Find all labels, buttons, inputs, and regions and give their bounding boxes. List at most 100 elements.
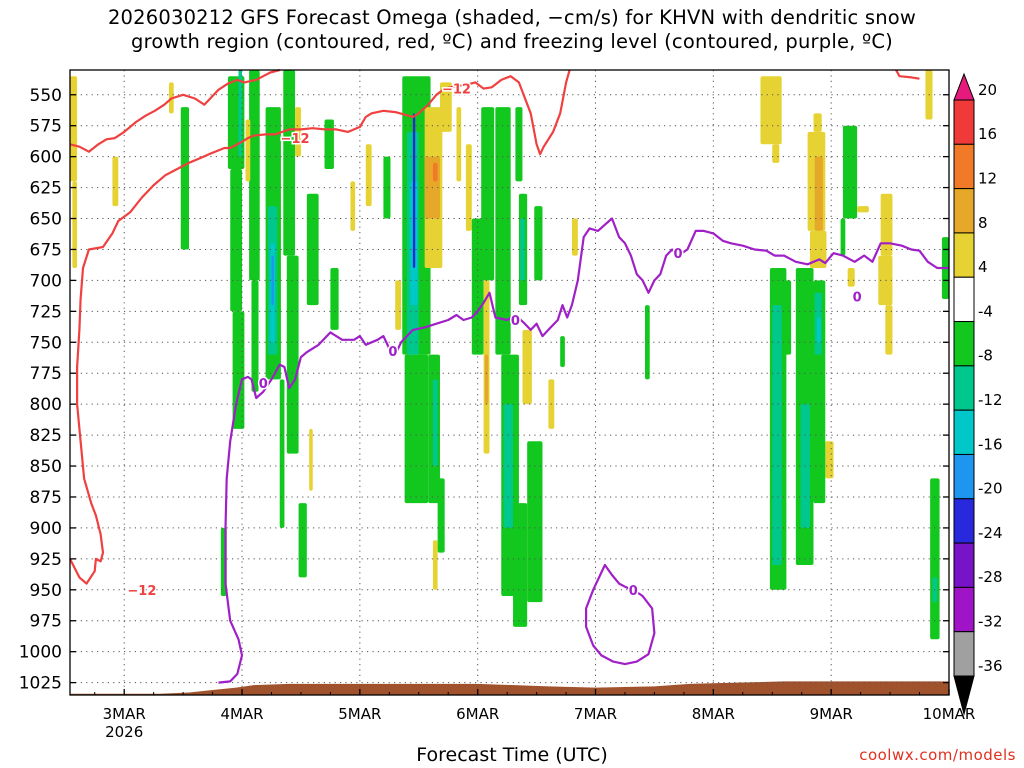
- omega-cell-8: [238, 70, 243, 157]
- omega-cell-56: [520, 218, 525, 281]
- contour--12-label-1: −12: [281, 132, 310, 147]
- colorbar-label-6: -8: [978, 347, 993, 365]
- colorbar-bin-1: [953, 99, 975, 145]
- y-tick-label-900: 900: [30, 519, 62, 539]
- y-tick-label-750: 750: [30, 333, 62, 353]
- omega-cell-71: [857, 206, 869, 213]
- omega-cell-58: [522, 329, 532, 405]
- colorbar-bin-2: [953, 143, 975, 190]
- omega-cell-1: [72, 181, 78, 269]
- omega-cell-76: [825, 441, 834, 479]
- y-tick-label-775: 775: [30, 364, 62, 384]
- omega-cell-72: [880, 193, 893, 256]
- colorbar-bin-13: [953, 631, 975, 677]
- omega-cell-20: [324, 119, 334, 170]
- omega-cell-42: [456, 107, 462, 182]
- colorbar-bin-4: [953, 232, 975, 278]
- colorbar-label-2: 12: [978, 169, 997, 187]
- omega-cell-43: [465, 144, 472, 231]
- x-tick-label-10: 10MAR: [923, 705, 976, 723]
- x-tick-label-7: 7MAR: [574, 705, 617, 723]
- omega-cell-3: [112, 156, 119, 207]
- y-tick-label-1025: 1025: [19, 674, 62, 694]
- omega-cell-57: [534, 206, 543, 281]
- chart-title: 2026030212 GFS Forecast Omega (shaded, −…: [0, 6, 1024, 54]
- contour--12-line-1: [69, 69, 571, 585]
- contour-0-label-5: 0: [629, 584, 638, 599]
- contours: −12 −12 −12 0 0 0 0 0 0: [69, 68, 949, 684]
- omega-cell-19: [306, 193, 319, 306]
- omega-cell-23: [350, 181, 356, 231]
- y-tick-label-700: 700: [30, 271, 62, 291]
- colorbar-label-1: 16: [978, 125, 997, 143]
- contour-0-label-2: 0: [511, 314, 520, 329]
- y-tick-label-600: 600: [30, 148, 62, 168]
- omega-cell-62: [645, 305, 650, 380]
- omega-cell-63: [760, 76, 782, 145]
- omega-cell-47: [495, 107, 511, 355]
- colorbar-top-arrow: [953, 72, 975, 101]
- omega-cell-65: [813, 113, 822, 132]
- omega-cell-61: [571, 218, 578, 256]
- colorbar-label-8: -16: [978, 435, 1003, 453]
- x-tick-label-8: 8MAR: [692, 705, 735, 723]
- colorbar-bin-7: [953, 365, 975, 411]
- colorbar-bin-11: [953, 542, 975, 588]
- contour--12-label-0: −12: [127, 584, 156, 599]
- omega-cell-21: [330, 268, 339, 330]
- y-tick-label-1000: 1000: [19, 643, 62, 663]
- colorbar-label-12: -32: [978, 613, 1003, 631]
- omega-cell-53: [527, 441, 543, 603]
- colorbar-bin-5: [953, 276, 975, 323]
- omega-cell-29: [383, 156, 391, 219]
- y-tick-label-650: 650: [30, 210, 62, 230]
- omega-cell-54: [515, 107, 523, 182]
- omega-cell-68: [809, 230, 827, 269]
- terrain-area: [70, 681, 949, 695]
- contour-0-label-4: 0: [853, 290, 862, 305]
- omega-cell-80: [784, 280, 792, 355]
- y-tick-label-850: 850: [30, 457, 62, 477]
- title-line-2: growth region (contoured, red, ºC) and f…: [131, 30, 893, 53]
- contour--12-line-0: [69, 68, 280, 153]
- omega-cell-79: [772, 305, 782, 566]
- colorbar-label-3: 8: [978, 214, 988, 232]
- colorbar-bottom-arrow: [953, 675, 975, 716]
- y-tick-label-875: 875: [30, 488, 62, 508]
- omega-cell-15: [271, 255, 274, 306]
- y-tick-label-825: 825: [30, 426, 62, 446]
- x-tick-label-4: 4MAR: [220, 705, 263, 723]
- omega-cell-6: [230, 169, 243, 312]
- colorbar-label-11: -28: [978, 568, 1003, 586]
- omega-cell-64: [772, 144, 780, 163]
- omega-cell-18: [279, 379, 285, 528]
- contour-0-line-0: [218, 217, 949, 684]
- x-tick-label-9: 9MAR: [810, 705, 853, 723]
- omega-cell-0: [70, 76, 78, 182]
- contour-0-label-3: 0: [673, 247, 682, 262]
- contour-0-label-0: 0: [259, 377, 268, 392]
- colorbar-bin-6: [953, 321, 975, 367]
- contour-0-label-1: 0: [388, 345, 397, 360]
- y-tick-label-575: 575: [30, 117, 62, 137]
- colorbar-label-13: -36: [978, 657, 1003, 675]
- omega-cell-26: [309, 428, 313, 491]
- colorbar-bin-3: [953, 188, 975, 234]
- omega-cell-34: [412, 113, 416, 269]
- contour-0-line-1: [585, 563, 656, 666]
- colorbar: 20 16 12 8 4 -4 -8 -12 -16 -20 -24 -28 -32 -36: [953, 72, 1003, 716]
- y-tick-label-625: 625: [30, 179, 62, 199]
- y-tick-label-800: 800: [30, 395, 62, 415]
- omega-cell-4: [180, 107, 190, 250]
- y-tick-label-675: 675: [30, 240, 62, 260]
- colorbar-label-7: -12: [978, 391, 1003, 409]
- plot-frame: [69, 69, 950, 696]
- omega-cell-70: [840, 218, 846, 256]
- omega-cell-11: [245, 119, 251, 182]
- colorbar-bin-12: [953, 586, 975, 633]
- omega-cell-22: [295, 107, 301, 157]
- y-tick-label-925: 925: [30, 550, 62, 570]
- omega-cell-75: [847, 268, 855, 287]
